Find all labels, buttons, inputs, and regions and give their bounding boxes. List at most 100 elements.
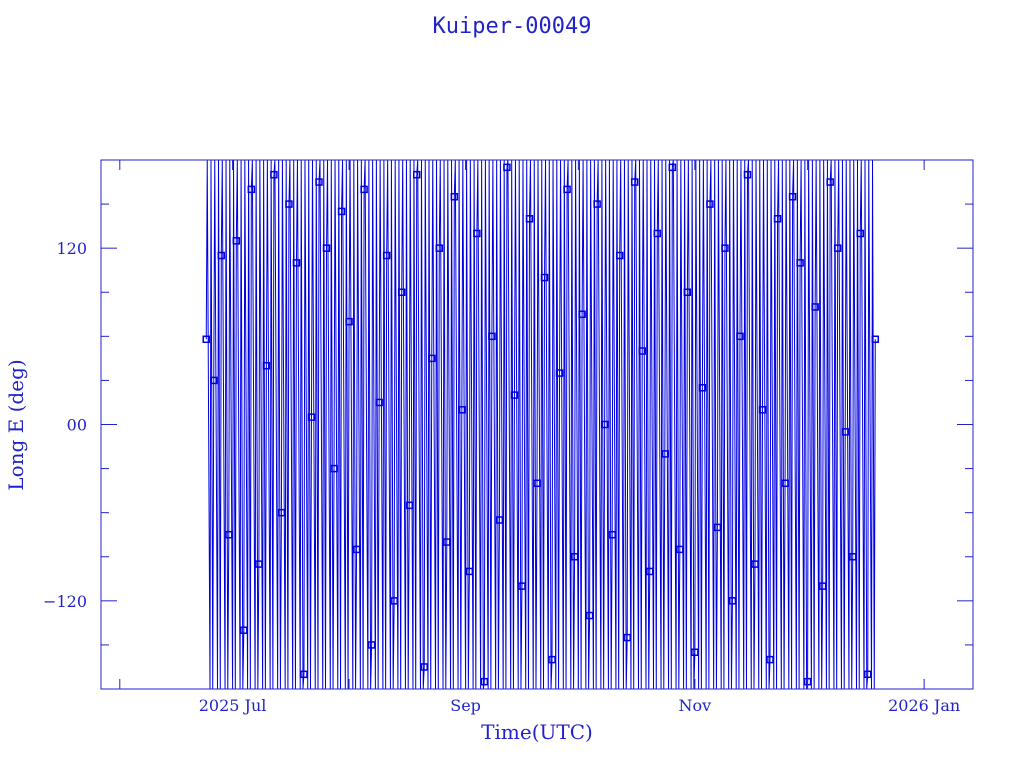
data-point — [450, 192, 459, 201]
data-point — [525, 215, 534, 223]
data-point — [788, 192, 797, 201]
data-point — [833, 244, 842, 252]
series-line-segment — [273, 159, 282, 690]
data-point — [210, 376, 218, 385]
series-line-segment — [341, 159, 350, 690]
data-point — [646, 567, 654, 576]
data-point — [848, 553, 857, 561]
data-point — [307, 413, 316, 421]
series-line-segment — [664, 159, 673, 690]
data-point — [390, 597, 398, 605]
data-point — [826, 178, 834, 186]
data-point — [345, 317, 353, 326]
data-point — [570, 553, 579, 561]
series-line-segment — [438, 159, 448, 690]
series-line-segment — [724, 159, 733, 690]
x-tick-label: 2025 Jul — [199, 696, 267, 715]
series-line-segment — [709, 159, 718, 690]
data-point — [638, 347, 646, 355]
data-point — [721, 244, 729, 252]
series-line-segment — [528, 159, 538, 690]
ticks-layer: 120 00 −120 2025 Jul Sep Nov 2026 Jan — [43, 160, 973, 715]
data-point — [630, 178, 639, 186]
data-point — [382, 251, 391, 260]
data-point — [615, 251, 624, 260]
y-axis-label: Long E (deg) — [4, 359, 28, 490]
data-point — [503, 163, 511, 172]
series-line-segment — [303, 159, 312, 690]
data-point — [360, 185, 368, 194]
series-line-segment — [754, 159, 764, 690]
series-line-segment — [363, 159, 373, 690]
series-line-segment — [401, 159, 410, 690]
data-point — [796, 259, 804, 267]
series-line-segment — [792, 159, 801, 690]
y-tick-label: 00 — [67, 416, 87, 435]
data-point — [443, 538, 451, 546]
series-line-segment — [468, 159, 478, 690]
series-line-segment — [769, 159, 779, 690]
series-line-segment — [694, 159, 703, 690]
series-line-segment — [228, 159, 237, 690]
series-line-segment — [378, 159, 388, 690]
series-line-segment — [581, 159, 591, 690]
data-point — [315, 178, 323, 186]
data-point — [871, 335, 880, 344]
data-point — [405, 501, 413, 510]
data-point — [751, 560, 759, 568]
data-point — [698, 384, 707, 392]
chart-title: Kuiper-00049 — [432, 14, 592, 39]
series-line-segment — [551, 159, 561, 690]
series-line-segment — [619, 159, 628, 690]
series-line-segment — [393, 159, 403, 690]
series-line-segment — [506, 159, 515, 690]
series-line-segment — [235, 159, 245, 690]
series-line-segment — [333, 159, 343, 690]
series-line-segment — [829, 159, 839, 690]
series-line-segment — [453, 159, 463, 690]
series-line-segment — [837, 159, 846, 690]
y-tick-label: −120 — [43, 592, 87, 611]
series-line-segment — [205, 159, 215, 690]
series-line-segment — [716, 159, 726, 690]
series-line-segment — [859, 159, 869, 690]
data-point — [225, 530, 233, 539]
data-point — [518, 582, 526, 590]
series-line-segment — [431, 159, 440, 690]
data-point — [270, 170, 278, 179]
series-line-segment — [476, 159, 485, 690]
data-point — [540, 273, 549, 282]
data-point — [292, 259, 301, 267]
series-line-segment — [243, 159, 252, 690]
series-line-segment — [611, 159, 621, 690]
series-line-segment — [739, 159, 748, 690]
series-line-segment — [701, 159, 711, 690]
data-point — [255, 560, 263, 568]
series-line-segment — [604, 159, 613, 690]
data-point — [773, 215, 782, 223]
series-line-segment — [295, 159, 305, 690]
data-point — [653, 229, 662, 238]
series-line-segment — [731, 159, 741, 690]
series-line-segment — [671, 159, 681, 690]
data-point — [330, 464, 338, 473]
data-point — [277, 508, 286, 517]
series-line-segment — [626, 159, 636, 690]
series-line-segment — [566, 159, 576, 690]
data-point — [533, 479, 541, 488]
data-point — [300, 670, 308, 679]
data-point — [864, 670, 872, 679]
data-point — [435, 244, 444, 252]
data-point — [367, 641, 376, 649]
data-point — [676, 545, 684, 554]
data-point — [563, 185, 571, 194]
data-point — [841, 428, 849, 436]
data-point — [743, 170, 752, 179]
series-line-segment — [408, 159, 418, 690]
series-line-segment — [498, 159, 508, 690]
data-point — [758, 406, 767, 414]
x-tick-label: 2026 Jan — [888, 696, 960, 715]
data-point — [510, 391, 519, 399]
data-point — [766, 655, 774, 664]
